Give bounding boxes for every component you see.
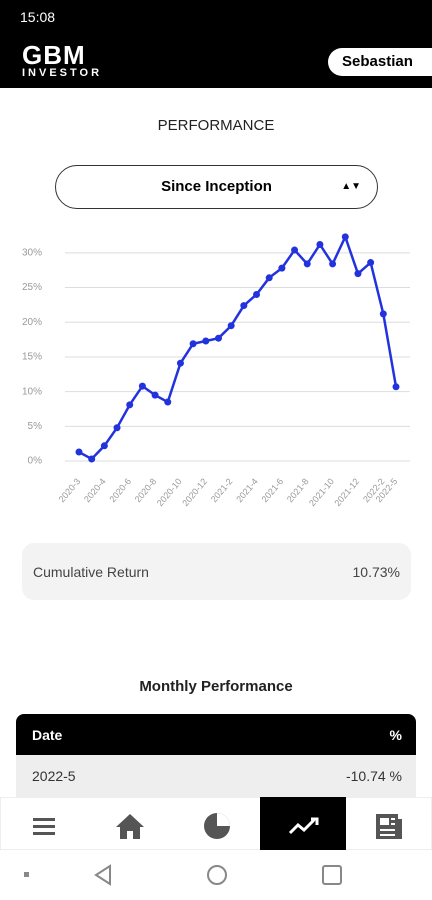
x-tick-label: 2020-3: [57, 476, 83, 504]
x-tick-label: 2020-8: [133, 476, 159, 504]
sys-home[interactable]: [207, 865, 227, 885]
point: [329, 260, 337, 268]
trend-icon: [288, 818, 316, 835]
column-header: %: [389, 727, 402, 743]
point: [303, 260, 311, 268]
point: [278, 264, 286, 272]
x-tick-label: 2021-6: [260, 476, 286, 504]
point: [265, 274, 273, 282]
point: [164, 398, 172, 406]
menu-icon[interactable]: [33, 818, 55, 835]
point: [291, 246, 299, 254]
table-cell: 2022-5: [32, 768, 76, 784]
chart: 0%5%10%15%20%25%30%2020-3 2020-4 2020-6 202…: [22, 233, 410, 508]
point: [316, 240, 324, 248]
period-selector[interactable]: Since Inception ▲▼: [55, 165, 378, 209]
home-icon[interactable]: [116, 814, 144, 839]
y-tick-label: 20%: [22, 317, 42, 328]
sys-back[interactable]: [94, 864, 111, 886]
x-tick-label: 2020-4: [82, 476, 108, 504]
performance-tab[interactable]: [260, 797, 346, 850]
point: [138, 382, 146, 390]
point: [341, 233, 349, 241]
selector-text: Since Inception: [161, 178, 272, 195]
news-icon[interactable]: [376, 814, 402, 839]
table-title: Monthly Performance: [139, 678, 293, 695]
portfolio-icon[interactable]: [204, 813, 230, 839]
summary-label: Cumulative Return: [33, 564, 149, 580]
point: [75, 448, 83, 456]
x-tick-label: 2020-12: [180, 476, 209, 508]
y-tick-label: 25%: [22, 282, 42, 293]
y-tick-label: 15%: [22, 352, 42, 363]
x-tick-label: 2020-10: [155, 476, 184, 508]
line: [78, 233, 398, 461]
x-tick-label: 2021-8: [285, 476, 311, 504]
table-header: Date %: [16, 714, 416, 755]
point: [367, 259, 375, 267]
system-nav: [0, 850, 432, 900]
column-header: Date: [32, 727, 63, 743]
point: [189, 340, 197, 348]
point: [151, 391, 159, 399]
trend-icon-arrow: [311, 817, 319, 825]
logo-sub: INVESTOR: [22, 67, 103, 79]
x-tick-label: 2021-10: [307, 476, 336, 508]
summary-value: 10.73%: [352, 564, 400, 580]
point: [202, 337, 210, 345]
y-tick-label: 10%: [22, 386, 42, 397]
selector-arrows: ▲▼: [341, 181, 361, 192]
x-tick-label: 2021-12: [332, 476, 361, 508]
point: [379, 310, 387, 318]
bottom-bars: [0, 797, 432, 900]
x-tick-label: 2021-4: [234, 476, 260, 504]
y-tick-label: 30%: [22, 247, 42, 258]
point: [253, 290, 261, 298]
status-time: 15:08: [20, 9, 56, 25]
point: [240, 302, 248, 310]
section-title: PERFORMANCE: [157, 117, 275, 134]
logo: GBM: [22, 40, 86, 70]
user-button[interactable]: Sebastian: [328, 48, 432, 76]
point: [126, 401, 134, 409]
y-tick-label: 5%: [28, 421, 43, 432]
x-tick-label: 2020-6: [107, 476, 133, 504]
sys-dot: [24, 872, 29, 877]
point: [392, 383, 400, 391]
point: [100, 442, 108, 450]
point: [214, 334, 222, 342]
y-tick-label: 0%: [28, 456, 43, 467]
x-tick-label: 2021-2: [209, 476, 235, 504]
table-row: 2022-5 -10.74 %: [16, 755, 416, 797]
sys-recent[interactable]: [322, 865, 342, 885]
point: [176, 359, 184, 367]
table-cell: -10.74 %: [345, 768, 402, 784]
point: [354, 270, 362, 278]
summary-card: Cumulative Return 10.73%: [22, 543, 411, 600]
header: 15:08 GBM INVESTOR Sebastian: [0, 0, 432, 88]
point: [113, 424, 121, 432]
point: [88, 455, 96, 463]
point: [227, 322, 235, 330]
